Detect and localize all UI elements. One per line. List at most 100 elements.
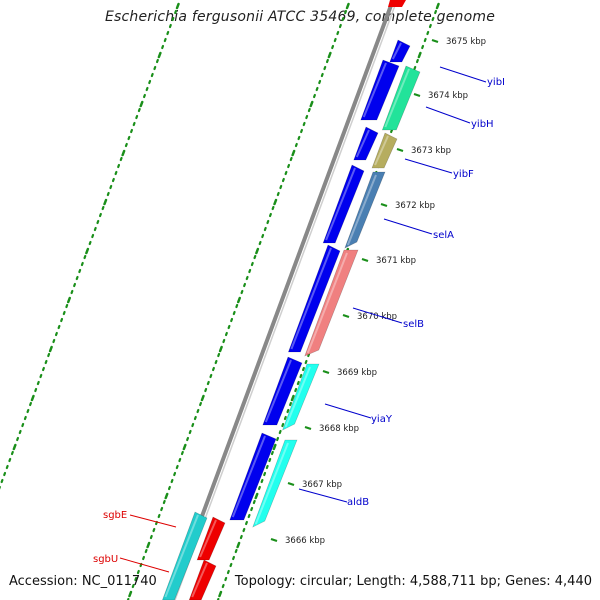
gene-aldB[interactable] (252, 439, 298, 528)
gc-dot (287, 163, 291, 169)
gc-dot (206, 380, 210, 386)
gc-dot (188, 429, 192, 435)
gc-dot (227, 324, 231, 330)
gene-label-yiaY[interactable]: yiaY (371, 414, 393, 425)
gc-dot (157, 51, 162, 59)
gene-selA[interactable] (344, 171, 386, 249)
gene-label-sgbE[interactable]: sgbE (103, 510, 127, 521)
gc-dot (103, 198, 108, 206)
gc-dot (309, 100, 314, 108)
gene-top-fragment[interactable] (388, 0, 406, 7)
gc-dot (431, 16, 435, 22)
gc-dot (182, 443, 187, 451)
tick-label: 3672 kbp (395, 201, 435, 211)
gc-dot (135, 114, 139, 120)
gc-dot (34, 387, 38, 393)
gc-dot (152, 527, 156, 533)
gene-label-sgbU[interactable]: sgbU (93, 554, 118, 565)
gc-dot (29, 401, 32, 407)
gene-aldB-forward-shine (231, 435, 266, 518)
gene-yiaY-forward[interactable] (262, 356, 303, 426)
gc-dot (106, 191, 110, 197)
gene-selA-forward-shine (325, 167, 356, 241)
gene-label-selB[interactable]: selB (403, 319, 424, 330)
gc-dot (239, 534, 243, 540)
gene-yibF-forward[interactable] (353, 126, 379, 161)
gc-dot (52, 338, 56, 344)
gc-dot (83, 254, 87, 260)
gc-dot (12, 443, 17, 451)
gc-dot (300, 128, 303, 134)
summary-text: Topology: circular; Length: 4,588,711 bp… (234, 574, 592, 589)
gene-selA-forward[interactable] (322, 164, 365, 244)
gc-dot (145, 86, 149, 92)
gc-dot (0, 478, 4, 484)
gc-dot (171, 16, 175, 22)
gene-labels[interactable]: yibI yibH yibF selA selB yiaY aldB sgbE sgbU (93, 66, 505, 573)
label-leader-yibI (439, 66, 487, 83)
gene-aldB-forward[interactable] (229, 432, 277, 521)
gc-dot (307, 352, 311, 358)
tick-mark (287, 481, 295, 487)
label-leader-selA (383, 218, 433, 235)
gc-dot (3, 471, 7, 477)
gc-dot (232, 555, 236, 561)
gene-selB[interactable] (304, 249, 359, 357)
gc-dot (253, 254, 257, 260)
gc-dot (157, 513, 161, 519)
gc-dot (93, 226, 97, 232)
gc-dot (88, 240, 92, 246)
gene-label-yibI[interactable]: yibI (487, 77, 505, 88)
gc-dot (341, 16, 345, 22)
gc-dot (261, 233, 265, 239)
gc-dot (232, 310, 236, 316)
gene-aldB-shine (254, 442, 289, 525)
gene-sgbU[interactable] (188, 559, 217, 600)
gc-dot (302, 121, 306, 127)
label-leader-sgbE (129, 514, 177, 528)
gc-dot (224, 576, 228, 582)
gene-yibI-forward[interactable] (389, 39, 411, 63)
gc-dot (216, 597, 220, 600)
gc-dot (299, 373, 303, 379)
gene-label-selA[interactable]: selA (433, 230, 454, 241)
gc-dot (305, 114, 309, 120)
gene-yibF[interactable] (371, 132, 398, 169)
gc-dot (30, 394, 35, 402)
gc-dot (222, 338, 226, 344)
gc-dot (57, 324, 61, 330)
gene-selB-forward-shine (290, 247, 332, 350)
tick-mark (342, 313, 350, 319)
tick-marks: 3675 kbp 3674 kbp 3673 kbp 3672 kbp 3671 kbp… (270, 37, 486, 546)
gc-dot (257, 485, 261, 491)
gene-label-yibH[interactable]: yibH (471, 119, 494, 130)
gene-yibH-forward[interactable] (360, 59, 400, 121)
gc-dot (242, 527, 246, 533)
gc-dot (243, 282, 247, 288)
gene-yibH[interactable] (381, 65, 421, 131)
gc-dot (62, 310, 66, 316)
gene-label-yibF[interactable]: yibF (453, 169, 474, 180)
gene-features[interactable] (162, 0, 421, 600)
gc-dot (136, 569, 140, 575)
gc-dot (170, 478, 174, 484)
gc-dot (265, 464, 269, 470)
gc-dot (325, 58, 329, 64)
gc-dot (291, 149, 296, 157)
gc-dot (75, 275, 79, 281)
gc-dot (271, 205, 275, 211)
gc-dot (289, 401, 292, 407)
gc-dot (148, 79, 152, 85)
gene-sgbE[interactable] (162, 511, 208, 600)
gene-sgbE-reverse[interactable] (196, 516, 226, 561)
gene-yiaY[interactable] (282, 363, 320, 431)
gc-dot (146, 541, 151, 549)
gc-dot (162, 499, 166, 505)
gc-dot (315, 86, 319, 92)
gene-selB-forward[interactable] (287, 244, 341, 353)
gc-dot (196, 408, 200, 414)
gene-label-aldB[interactable]: aldB (347, 497, 369, 508)
gc-dot (16, 436, 20, 442)
gc-dot (415, 58, 419, 64)
